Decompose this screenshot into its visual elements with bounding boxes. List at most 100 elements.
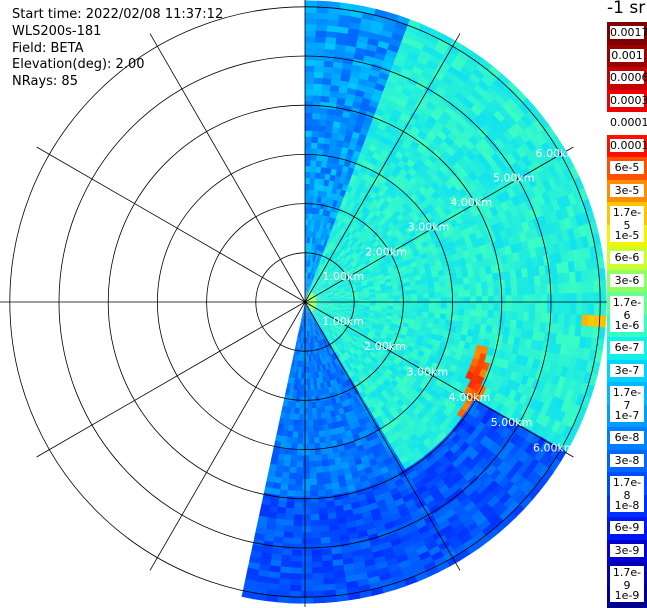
ppi-cell: [305, 24, 317, 31]
ppi-cell: [311, 526, 321, 533]
ppi-cell: [600, 292, 607, 305]
ppi-cell: [559, 304, 566, 315]
ppi-cell: [294, 491, 302, 498]
ppi-cell: [423, 293, 430, 298]
ppi-cell: [295, 473, 303, 480]
ppi-cell: [312, 408, 317, 415]
ppi-cell: [302, 503, 311, 509]
ppi-cell: [405, 294, 412, 299]
ppi-cell: [305, 195, 310, 202]
ppi-cell: [434, 287, 441, 293]
ppi-cell: [452, 303, 459, 310]
ppi-cell: [470, 296, 477, 303]
ppi-cell: [582, 293, 589, 305]
ppi-cell: [295, 485, 303, 492]
ppi-cell: [493, 288, 500, 296]
ppi-cell: [523, 303, 530, 313]
ppi-cell: [290, 455, 297, 462]
colorbar-tick-label: 3e-5: [610, 184, 644, 197]
ppi-cell: [292, 437, 298, 444]
ppi-cell: [488, 288, 495, 296]
ppi-cell: [553, 294, 560, 305]
ppi-cell: [311, 544, 322, 551]
ppi-cell: [470, 310, 477, 318]
ppi-cell: [464, 309, 471, 316]
ppi-cell: [302, 467, 309, 473]
ppi-cell: [423, 303, 430, 308]
ppi-cell: [523, 312, 530, 322]
ppi-cell: [312, 107, 321, 114]
range-ring-label: 6.00km: [536, 147, 578, 160]
ppi-cell: [294, 497, 303, 504]
colorbar-tick-label: 6e-8: [610, 431, 644, 444]
ppi-cell: [547, 304, 554, 315]
ppi-cell: [305, 166, 311, 173]
ppi-cell: [301, 562, 312, 568]
ppi-cell: [307, 390, 311, 397]
range-ring-label: 2.00km: [364, 340, 406, 353]
range-ring-label: 2.00km: [365, 245, 407, 258]
ppi-cell: [289, 585, 301, 592]
ppi-cell: [452, 309, 459, 316]
ppi-cell: [312, 113, 320, 120]
ppi-cell: [399, 291, 406, 296]
ppi-cell: [552, 284, 559, 295]
ppi-cell: [428, 287, 435, 293]
ppi-cell: [293, 514, 302, 521]
range-ring-label: 5.00km: [493, 172, 535, 185]
ppi-cell: [288, 478, 296, 485]
ppi-cell: [296, 467, 303, 474]
ppi-cell: [303, 426, 308, 433]
ppi-cell: [370, 297, 377, 300]
ppi-cell: [429, 308, 436, 314]
ppi-cell: [305, 142, 312, 149]
ppi-cell: [302, 485, 310, 491]
ppi-cell: [305, 213, 309, 220]
ppi-cell: [302, 520, 312, 526]
ppi-cell: [302, 526, 312, 532]
ppi-cell: [308, 426, 314, 433]
ppi-cell: [305, 231, 308, 237]
colorbar-tick-label: 1e-9: [610, 589, 644, 602]
ppi-cell: [523, 295, 530, 305]
ppi-cell: [312, 414, 317, 421]
colorbar-tick-label: 0.0003: [610, 94, 644, 107]
ppi-cell: [441, 303, 448, 309]
ppi-cell: [293, 508, 302, 515]
ppi-cell: [464, 303, 471, 310]
ppi-cell: [296, 461, 303, 468]
ppi-cell: [487, 310, 494, 318]
ppi-cell: [292, 544, 303, 551]
ppi-cell: [301, 550, 312, 556]
ppi-cell: [307, 367, 310, 374]
ppi-cell: [476, 310, 483, 318]
colorbar-tick-label: 1e-7: [610, 409, 644, 422]
ppi-cell: [541, 304, 548, 314]
ppi-cell: [305, 83, 314, 90]
ppi-cell: [305, 77, 315, 84]
ppi-cell: [302, 473, 310, 479]
ppi-cell: [452, 291, 459, 298]
ppi-cell: [405, 290, 412, 295]
ppi-cell: [291, 561, 302, 568]
ppi-cell: [417, 289, 424, 294]
ppi-cell: [299, 414, 304, 421]
ppi-cell: [499, 311, 506, 320]
ppi-cell: [305, 42, 316, 49]
ppi-cell: [564, 283, 571, 294]
ppi-cell: [576, 293, 583, 305]
ppi-cell: [529, 312, 536, 322]
ppi-cell: [305, 12, 317, 19]
ppi-cell: [305, 0, 318, 7]
ppi-cell: [308, 432, 314, 439]
ppi-cell: [440, 286, 447, 292]
ppi-cell: [291, 550, 302, 557]
ppi-cell: [301, 597, 314, 604]
ppi-cell: [376, 296, 383, 299]
ppi-cell: [301, 544, 311, 550]
ppi-cell: [534, 313, 541, 323]
ppi-cell: [435, 292, 442, 298]
ppi-cell: [313, 89, 322, 96]
ppi-cell: [310, 160, 316, 167]
ppi-cell: [312, 597, 325, 604]
